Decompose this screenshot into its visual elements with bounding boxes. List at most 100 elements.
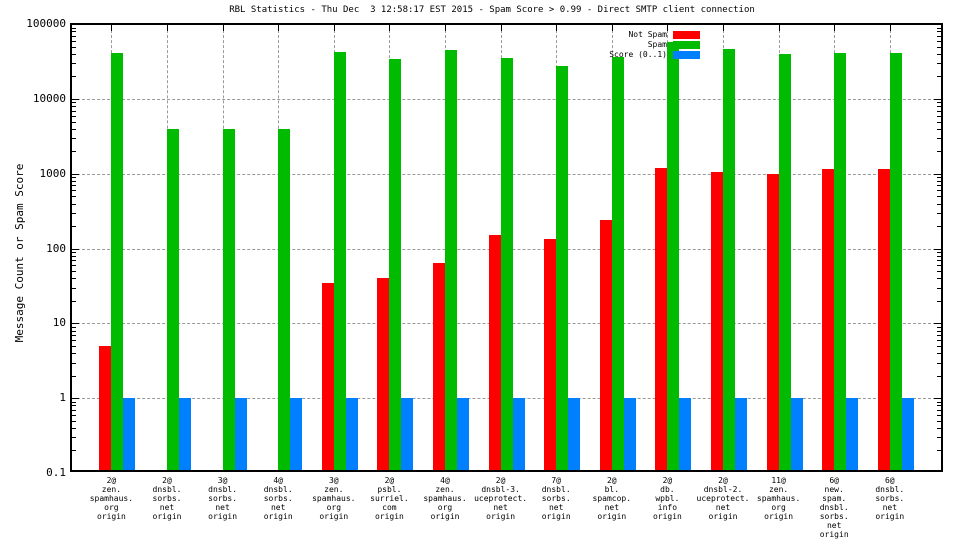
x-tick-label: 11@ zen. spamhaus. org origin	[756, 476, 801, 521]
y-tick-major-right	[934, 398, 941, 400]
y-tick-minor-right	[937, 31, 941, 33]
y-tick-minor-left	[72, 226, 76, 228]
y-tick-major-left	[72, 99, 79, 100]
x-tick-top	[889, 25, 891, 31]
x-tick-top	[611, 25, 613, 31]
bar-score-0-1-	[790, 398, 803, 470]
y-tick-minor-left	[72, 177, 76, 179]
legend-label: Score (0..1)	[609, 50, 667, 59]
y-tick-minor-right	[937, 405, 941, 407]
y-tick-minor-left	[72, 110, 76, 112]
x-tick-top	[723, 25, 724, 31]
bar-score-0-1-	[401, 398, 414, 470]
y-tick-minor-right	[937, 437, 941, 439]
bar-score-0-1-	[846, 398, 859, 470]
y-tick-minor-right	[937, 190, 941, 192]
y-tick-label: 1000	[39, 166, 67, 180]
x-tick-top	[556, 25, 558, 31]
y-tick-minor-left	[72, 300, 76, 302]
y-tick-minor-right	[937, 196, 941, 198]
y-tick-minor-right	[937, 185, 941, 187]
y-tick-minor-left	[72, 115, 76, 117]
x-tick-label: 2@ dnsbl-2. uceprotect. net origin	[696, 476, 750, 521]
x-tick-top	[111, 25, 113, 31]
y-tick-minor-right	[937, 287, 941, 289]
y-tick-major-left	[72, 398, 79, 400]
y-tick-minor-right	[937, 128, 941, 130]
bar-spam	[278, 128, 291, 470]
x-tick-label: 2@ bl. spamcop. net origin	[592, 476, 632, 521]
y-tick-minor-right	[937, 181, 941, 183]
y-tick-label: 1	[59, 391, 66, 405]
y-tick-minor-left	[72, 106, 76, 108]
y-tick-minor-left	[72, 128, 76, 130]
bar-spam	[778, 53, 791, 470]
bar-score-0-1-	[735, 398, 747, 470]
y-tick-minor-left	[72, 63, 76, 65]
y-tick-minor-left	[72, 362, 76, 364]
y-tick-major-right	[934, 248, 941, 250]
y-tick-minor-left	[72, 271, 76, 273]
y-tick-minor-left	[72, 427, 76, 429]
y-tick-minor-left	[72, 121, 76, 123]
y-tick-minor-right	[937, 110, 941, 112]
y-tick-minor-right	[937, 334, 941, 336]
x-tick-top	[389, 25, 391, 31]
y-tick-minor-right	[937, 46, 941, 48]
bar-not-spam	[544, 238, 557, 470]
y-tick-minor-left	[72, 375, 76, 377]
bar-not-spam	[766, 173, 779, 470]
y-tick-minor-right	[937, 106, 941, 108]
y-tick-minor-left	[72, 278, 76, 280]
y-tick-minor-left	[72, 27, 76, 29]
x-tick-top	[167, 25, 168, 31]
y-tick-minor-left	[72, 345, 76, 347]
y-tick-minor-right	[937, 255, 941, 257]
y-tick-minor-left	[72, 401, 76, 403]
bar-score-0-1-	[512, 398, 525, 470]
x-tick-label: 7@ dnsbl. sorbs. net origin	[541, 476, 571, 521]
y-tick-minor-left	[72, 203, 76, 205]
bar-spam	[389, 59, 402, 470]
y-tick-minor-left	[72, 31, 76, 33]
bar-score-0-1-	[457, 398, 469, 470]
y-tick-minor-right	[937, 362, 941, 364]
x-tick-label: 3@ zen. spamhaus. org origin	[312, 476, 356, 521]
bar-score-0-1-	[568, 398, 581, 470]
y-tick-minor-left	[72, 409, 76, 411]
y-tick-minor-right	[937, 300, 941, 302]
y-tick-minor-right	[937, 40, 941, 42]
x-tick-label: 4@ dnsbl. sorbs. net origin	[263, 476, 293, 521]
bar-spam	[667, 42, 680, 470]
x-tick-label: 2@ psbl. surriel. com origin	[370, 476, 409, 521]
bar-spam	[222, 128, 235, 470]
y-tick-minor-left	[72, 405, 76, 407]
bar-spam	[167, 128, 179, 470]
legend-label: Spam	[647, 40, 667, 49]
y-tick-minor-right	[937, 326, 941, 328]
y-tick-minor-right	[937, 151, 941, 153]
y-tick-minor-left	[72, 212, 76, 214]
x-tick-label: 2@ zen. spamhaus. org origin	[89, 476, 134, 521]
y-tick-minor-right	[937, 265, 941, 267]
bar-spam	[333, 52, 346, 470]
y-tick-minor-left	[72, 190, 76, 192]
x-tick-label: 2@ dnsbl. sorbs. net origin	[152, 476, 182, 521]
y-tick-minor-right	[937, 450, 941, 452]
y-tick-minor-right	[937, 330, 941, 332]
y-tick-minor-left	[72, 252, 76, 254]
x-tick-top	[778, 25, 780, 31]
bar-not-spam	[321, 282, 334, 470]
y-tick-minor-left	[72, 287, 76, 289]
y-tick-minor-left	[72, 437, 76, 439]
y-tick-minor-left	[72, 450, 76, 452]
bar-not-spam	[488, 235, 501, 470]
y-tick-minor-right	[937, 339, 941, 341]
x-tick-label: 2@ db. wpbl. info origin	[652, 476, 682, 521]
y-tick-minor-left	[72, 265, 76, 267]
bar-spam	[723, 49, 735, 470]
chart-title: RBL Statistics - Thu Dec 3 12:58:17 EST …	[229, 5, 755, 15]
y-tick-minor-left	[72, 326, 76, 328]
bar-spam	[611, 57, 624, 470]
